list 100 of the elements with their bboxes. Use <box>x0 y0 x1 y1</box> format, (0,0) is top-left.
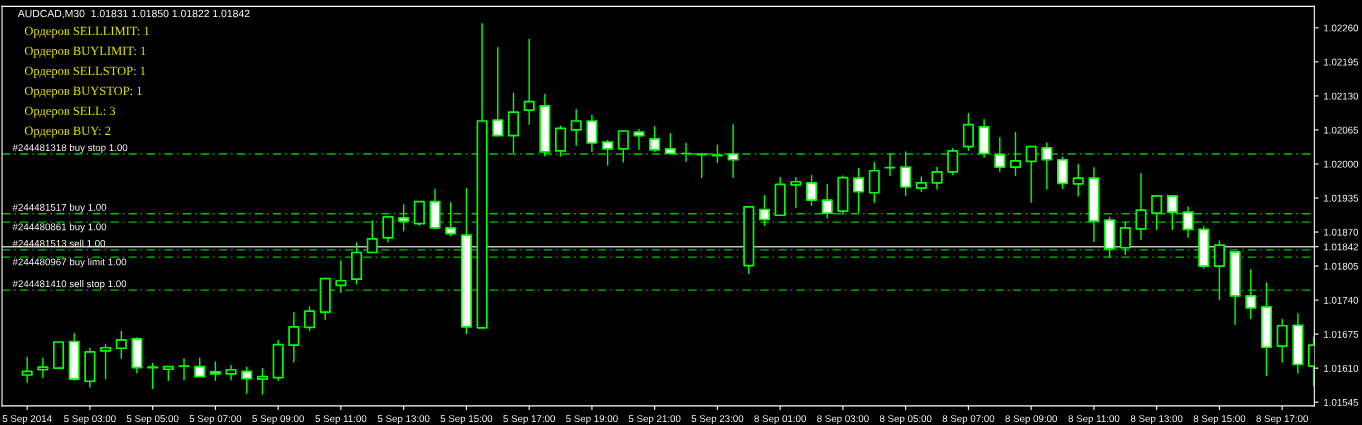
x-tick-label: 5 Sep 11:00 <box>315 415 367 424</box>
x-tick-label: 8 Sep 15:00 <box>1193 415 1246 424</box>
candlestick <box>492 47 504 137</box>
candlestick <box>225 364 237 381</box>
candlestick <box>1245 269 1257 320</box>
y-tick-label: 1.01740 <box>1324 296 1359 304</box>
x-tick-label: 5 Sep 05:00 <box>126 415 179 424</box>
candlestick <box>178 358 190 381</box>
candlestick <box>209 361 221 381</box>
candlestick <box>1151 195 1163 231</box>
candlestick <box>382 216 394 243</box>
y-tick-label: 1.01610 <box>1324 364 1359 372</box>
candlestick <box>445 202 457 237</box>
candlestick <box>1182 206 1194 238</box>
x-tick-label: 5 Sep 21:00 <box>628 415 681 424</box>
candlestick <box>1166 195 1178 231</box>
y-tick-label: 1.01842 <box>1324 243 1359 251</box>
x-tick-label: 5 Sep 09:00 <box>252 415 304 424</box>
ref-line-label: #244481513 sell 1.00 <box>12 239 106 247</box>
candlestick <box>1009 131 1022 177</box>
candlestick <box>398 204 410 232</box>
candlestick <box>147 362 159 390</box>
x-tick-label: 8 Sep 13:00 <box>1130 415 1183 424</box>
candlestick <box>915 176 927 192</box>
candlestick <box>805 174 818 207</box>
x-tick-label: 5 Sep 17:00 <box>503 415 555 424</box>
ref-line-label: #244481410 sell stop 1.00 <box>12 280 127 290</box>
annotation: Ордеров SELLSTOP: 1 <box>24 66 146 78</box>
x-tick-label: 8 Sep 05:00 <box>879 415 932 424</box>
candlestick <box>1025 145 1037 203</box>
candlestick <box>100 343 112 380</box>
x-tick-label: 5 Sep 15:00 <box>440 415 493 424</box>
candlestick <box>507 92 520 154</box>
candlestick <box>994 137 1006 173</box>
x-tick-label: 5 Sep 03:00 <box>64 415 116 424</box>
x-tick-label: 5 Sep 2014 <box>2 415 52 424</box>
candlestick <box>853 167 865 213</box>
candlestick <box>241 366 253 395</box>
candlestick <box>868 161 880 203</box>
y-tick-label: 1.02000 <box>1324 160 1359 168</box>
candlestick <box>570 108 582 146</box>
candlestick <box>602 139 614 166</box>
candlestick <box>115 330 127 359</box>
candlestick <box>162 365 174 381</box>
candlestick <box>649 126 661 153</box>
candlestick <box>37 357 49 379</box>
annotation: Ордеров SELL: 3 <box>24 106 116 118</box>
y-tick-label: 1.01545 <box>1324 398 1359 406</box>
y-tick-label: 1.02195 <box>1324 58 1359 66</box>
candlestick <box>1135 172 1147 241</box>
candlestick <box>900 151 912 197</box>
y-tick-label: 1.01935 <box>1324 194 1359 202</box>
candlestick <box>194 357 206 378</box>
candlestick <box>288 311 300 363</box>
ref-line-label: #244481517 buy 1.00 <box>12 203 107 213</box>
candlestick <box>366 220 378 254</box>
ref-line-label: #244480967 buy limit 1.00 <box>12 258 127 268</box>
candlestick <box>554 125 567 157</box>
candlestick <box>821 183 833 219</box>
candlestick <box>617 130 629 163</box>
candlestick <box>21 356 33 384</box>
candlestick <box>633 128 645 151</box>
x-tick-label: 8 Sep 11:00 <box>1068 415 1120 424</box>
candlestick <box>696 152 708 179</box>
candlestick <box>1056 156 1069 190</box>
candlestick <box>1276 318 1288 363</box>
candlestick <box>586 114 598 153</box>
candlestick <box>335 260 347 293</box>
candlestick <box>962 113 974 152</box>
candlestick <box>1072 163 1084 197</box>
candlestick <box>727 124 739 179</box>
candlestick <box>523 38 535 125</box>
ref-line-label: #244481318 buy stop 1.00 <box>12 143 128 153</box>
y-tick-label: 1.02065 <box>1324 126 1359 134</box>
x-tick-label: 5 Sep 13:00 <box>377 415 430 424</box>
candlestick <box>1041 142 1053 190</box>
y-tick-label: 1.01805 <box>1324 262 1359 270</box>
annotation: Ордеров BUYLIMIT: 1 <box>24 46 146 58</box>
candlestick <box>1213 240 1225 301</box>
x-tick-label: 5 Sep 23:00 <box>691 415 744 424</box>
candlestick <box>790 176 802 209</box>
ref-line-label: #244480861 buy 1.00 <box>12 223 107 233</box>
annotation: Ордеров BUYSTOP: 1 <box>24 86 142 98</box>
candlestick <box>303 306 316 332</box>
x-tick-label: 5 Sep 07:00 <box>189 415 242 424</box>
x-tick-label: 8 Sep 03:00 <box>817 415 869 424</box>
candlestick <box>947 148 959 176</box>
candlestick <box>931 166 943 190</box>
annotation: Ордеров BUY: 2 <box>24 126 111 138</box>
candlestick <box>711 144 723 164</box>
y-tick-label: 1.02130 <box>1324 92 1359 100</box>
candlestick <box>413 200 425 226</box>
candlestick <box>680 142 692 163</box>
candlestick <box>884 153 896 177</box>
y-tick-label: 1.01870 <box>1324 228 1359 236</box>
candlestick <box>256 368 269 395</box>
x-tick-label: 8 Sep 09:00 <box>1005 415 1058 424</box>
annotation: Ордеров SELLLIMIT: 1 <box>24 26 149 38</box>
x-tick-label: 8 Sep 01:00 <box>754 415 806 424</box>
candlestick <box>758 194 771 226</box>
